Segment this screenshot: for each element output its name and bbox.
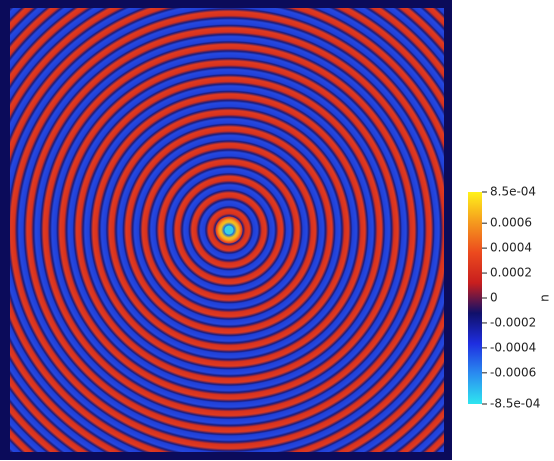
colorbar-tick-label: -0.0006 (490, 365, 536, 379)
wave-rings (10, 8, 444, 452)
colorbar-tick-label: -0.0004 (490, 340, 536, 354)
field-render (0, 0, 452, 460)
colorbar-label: u (539, 294, 553, 302)
colorbar-tick-label: 0 (490, 291, 498, 305)
colorbar-tick-label: -0.0002 (490, 315, 536, 329)
colorbar-tick-label: 0.0004 (490, 241, 532, 255)
colorbar-tick-label: 0.0002 (490, 266, 532, 280)
colorbar-tick-label: 8.5e-04 (490, 185, 536, 199)
colorbar-tick-label: 0.0006 (490, 216, 532, 230)
colorbar-tick-label: -8.5e-04 (490, 397, 540, 411)
colorbar-gradient (468, 192, 482, 404)
